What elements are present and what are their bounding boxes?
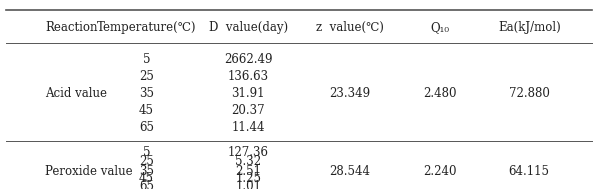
Text: 45: 45 <box>139 172 154 185</box>
Text: 64.115: 64.115 <box>509 165 550 177</box>
Text: Peroxide value: Peroxide value <box>45 165 133 177</box>
Text: 2662.49: 2662.49 <box>224 53 273 66</box>
Text: 127.36: 127.36 <box>228 146 269 159</box>
Text: 20.37: 20.37 <box>231 104 265 117</box>
Text: D  value(day): D value(day) <box>209 21 288 34</box>
Text: 2.51: 2.51 <box>235 165 261 177</box>
Text: Ea(kJ/mol): Ea(kJ/mol) <box>498 21 560 34</box>
Text: 1.25: 1.25 <box>235 172 261 185</box>
Text: 35: 35 <box>139 87 154 100</box>
Text: 5: 5 <box>143 53 150 66</box>
Text: 65: 65 <box>139 180 154 189</box>
Text: 45: 45 <box>139 104 154 117</box>
Text: 35: 35 <box>139 165 154 177</box>
Text: 25: 25 <box>139 155 154 168</box>
Text: Acid value: Acid value <box>45 87 107 100</box>
Text: z  value(℃): z value(℃) <box>316 21 384 34</box>
Text: 31.91: 31.91 <box>231 87 265 100</box>
Text: 2.240: 2.240 <box>423 165 456 177</box>
Text: 25: 25 <box>139 70 154 83</box>
Text: 72.880: 72.880 <box>509 87 550 100</box>
Text: 5.32: 5.32 <box>235 155 261 168</box>
Text: 5: 5 <box>143 146 150 159</box>
Text: 28.544: 28.544 <box>329 165 370 177</box>
Text: Temperature(℃): Temperature(℃) <box>97 21 196 34</box>
Text: Q₁₀: Q₁₀ <box>430 21 449 34</box>
Text: 23.349: 23.349 <box>329 87 370 100</box>
Text: 1.01: 1.01 <box>235 180 261 189</box>
Text: 11.44: 11.44 <box>231 121 265 134</box>
Text: 2.480: 2.480 <box>423 87 456 100</box>
Text: 65: 65 <box>139 121 154 134</box>
Text: 136.63: 136.63 <box>228 70 269 83</box>
Text: Reaction: Reaction <box>45 21 97 34</box>
